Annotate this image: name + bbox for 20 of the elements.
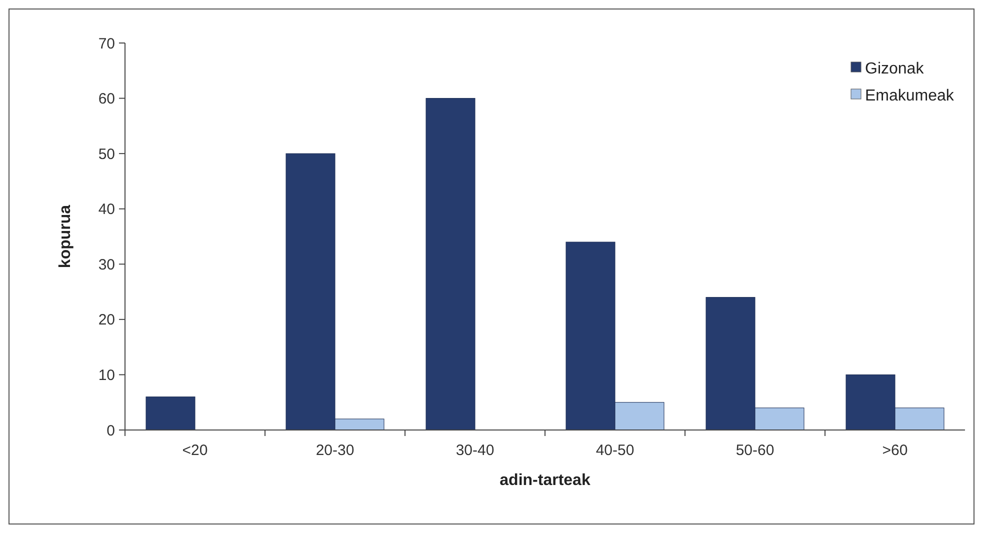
bar [146,396,196,430]
legend-label: Gizonak [865,60,925,78]
y-axis-title: kopurua [57,204,74,268]
y-tick-label: 70 [98,35,115,52]
y-tick-label: 20 [98,312,115,329]
x-axis-title: adin-tarteak [500,472,590,489]
y-tick-label: 50 [98,146,115,163]
x-tick-label: 20-30 [316,442,354,459]
x-tick-label: >60 [882,442,908,459]
legend-label: Emakumeak [865,88,955,105]
y-tick-label: 30 [98,256,115,274]
x-tick-label: <20 [182,442,208,459]
x-tick-label: 30-40 [456,442,494,459]
x-tick-label: 50-60 [736,442,774,459]
bar [426,98,476,430]
y-tick-label: 0 [106,422,115,440]
y-tick-label: 40 [98,201,115,218]
y-tick-label: 60 [98,90,115,108]
x-tick-label: 40-50 [596,442,634,459]
y-tick-label: 10 [98,366,115,384]
